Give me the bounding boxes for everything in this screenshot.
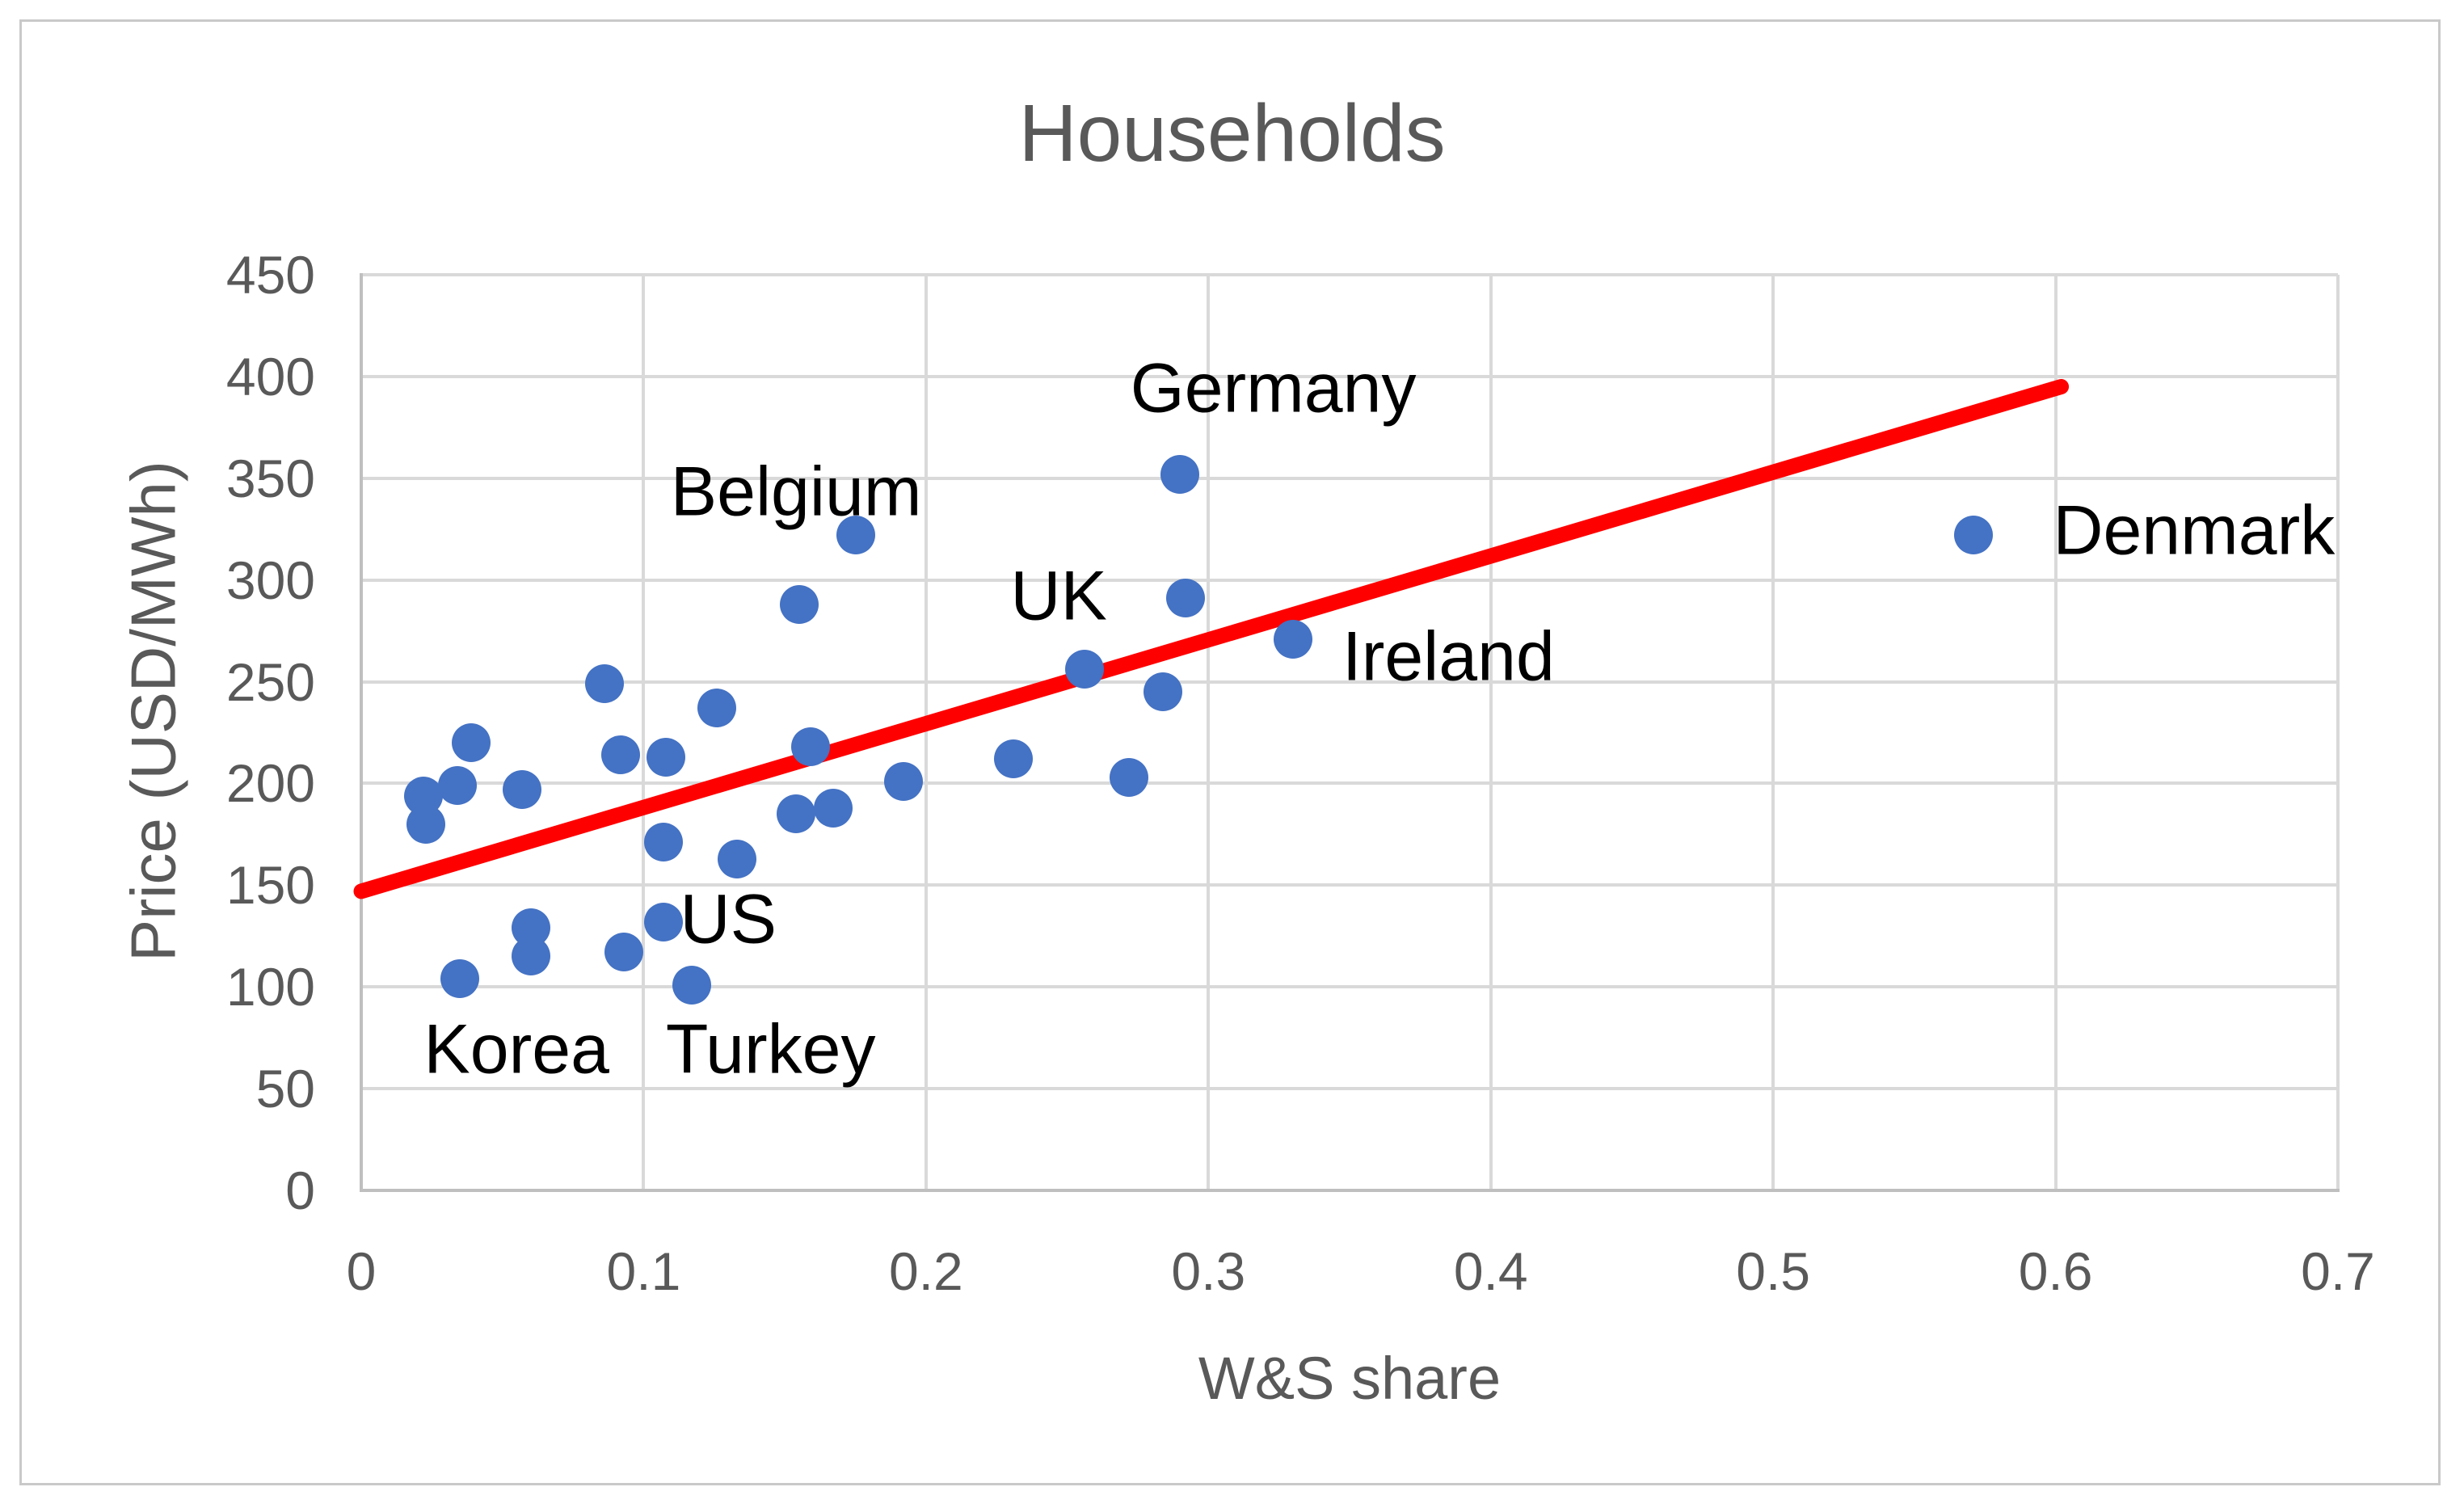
data-point-uk [1064, 650, 1104, 689]
data-point [1166, 579, 1206, 618]
vertical-gridline [2053, 275, 2058, 1190]
horizontal-gridline [361, 680, 2338, 684]
data-point [717, 839, 756, 878]
y-tick-label: 250 [225, 651, 315, 712]
data-point [604, 933, 643, 972]
point-label-belgium: Belgium [670, 453, 922, 531]
data-point [601, 735, 641, 775]
point-label-ireland: Ireland [1342, 617, 1555, 696]
data-point [1110, 757, 1149, 797]
data-point [437, 765, 477, 805]
horizontal-gridline [361, 476, 2338, 480]
data-point [584, 664, 624, 704]
data-point [777, 794, 816, 834]
x-tick-label: 0.7 [2301, 1241, 2375, 1301]
y-tick-label: 150 [225, 855, 315, 916]
data-point [643, 823, 683, 862]
x-tick-label: 0.6 [2018, 1241, 2093, 1301]
y-tick-label: 0 [285, 1160, 315, 1220]
point-label-uk: UK [1010, 557, 1107, 635]
x-tick-label: 0 [346, 1241, 377, 1301]
horizontal-gridline [361, 578, 2338, 582]
x-axis-line [360, 1189, 2340, 1192]
vertical-gridline [1771, 275, 1775, 1190]
horizontal-gridline [361, 1087, 2338, 1091]
data-point [406, 804, 446, 844]
data-point [452, 723, 491, 763]
x-tick-label: 0.3 [1171, 1241, 1246, 1301]
point-label-germany: Germany [1130, 349, 1417, 428]
data-point [790, 727, 830, 767]
vertical-gridline [642, 275, 646, 1190]
y-tick-label: 50 [255, 1059, 315, 1119]
data-point [1144, 672, 1183, 712]
data-point [647, 737, 686, 777]
data-point [883, 761, 923, 801]
data-point [503, 769, 542, 809]
point-label-us: US [680, 880, 777, 958]
horizontal-gridline [361, 273, 2338, 276]
x-tick-label: 0.1 [606, 1241, 681, 1301]
data-point-belgium [836, 516, 875, 555]
data-point-germany [1160, 454, 1200, 494]
x-tick-label: 0.4 [1453, 1241, 1528, 1301]
horizontal-gridline [361, 883, 2338, 887]
data-point [697, 689, 737, 728]
data-point-denmark [1954, 516, 1994, 555]
data-point [994, 739, 1034, 779]
horizontal-gridline [361, 781, 2338, 786]
y-tick-label: 300 [225, 550, 315, 610]
y-tick-label: 350 [225, 448, 315, 508]
x-tick-label: 0.2 [888, 1241, 963, 1301]
y-tick-label: 450 [225, 245, 315, 305]
trendline [353, 378, 2070, 899]
point-label-turkey: Turkey [665, 1010, 876, 1089]
data-point-ireland [1274, 619, 1313, 659]
chart-title: Households [1018, 88, 1446, 179]
x-tick-label: 0.5 [1736, 1241, 1811, 1301]
data-point [511, 937, 550, 976]
point-label-korea: Korea [423, 1010, 609, 1089]
data-point-us [643, 902, 683, 941]
data-point-turkey [672, 965, 711, 1005]
vertical-gridline [2336, 275, 2340, 1190]
chart-outer-border [19, 19, 2441, 1485]
y-tick-label: 100 [225, 957, 315, 1017]
vertical-gridline [1489, 275, 1493, 1190]
data-point-korea [440, 959, 480, 999]
data-point [779, 584, 819, 624]
y-tick-label: 400 [225, 346, 315, 406]
horizontal-gridline [361, 374, 2338, 378]
vertical-gridline [924, 275, 928, 1190]
data-point [813, 788, 853, 828]
point-label-denmark: Denmark [2053, 491, 2336, 570]
y-tick-label: 200 [225, 753, 315, 814]
horizontal-gridline [361, 985, 2338, 989]
vertical-gridline [1207, 275, 1211, 1190]
y-axis-line [360, 273, 363, 1192]
x-axis-title: W&S share [1198, 1345, 1502, 1412]
